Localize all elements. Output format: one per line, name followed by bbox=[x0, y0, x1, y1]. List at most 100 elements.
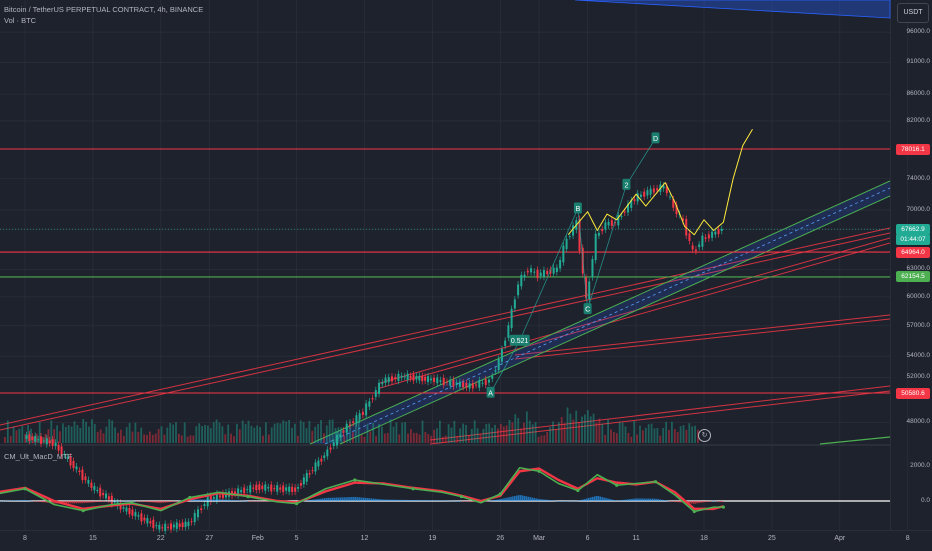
volume-bar bbox=[56, 425, 58, 443]
time-tick-label: 18 bbox=[700, 535, 708, 542]
macd-histogram-bar bbox=[462, 501, 464, 502]
macd-histogram-bar bbox=[25, 500, 27, 501]
volume-bar bbox=[126, 427, 128, 443]
macd-histogram-bar bbox=[264, 501, 266, 502]
macd-histogram-bar bbox=[221, 500, 223, 501]
pattern-point-label: D bbox=[653, 136, 658, 143]
macd-histogram-bar bbox=[334, 498, 336, 501]
macd-histogram-bar bbox=[347, 497, 349, 501]
macd-histogram-bar bbox=[111, 501, 113, 502]
trend-channel-blue bbox=[575, 0, 890, 18]
candle-body bbox=[524, 275, 526, 278]
volume-bar bbox=[143, 434, 145, 443]
macd-histogram-bar bbox=[615, 500, 617, 501]
macd-histogram-bar bbox=[433, 500, 435, 501]
candle-body bbox=[504, 341, 506, 346]
chart-title[interactable]: Bitcoin / TetherUS PERPETUAL CONTRACT, 4… bbox=[4, 5, 203, 14]
macd-histogram-bar bbox=[209, 499, 211, 501]
volume-bar bbox=[71, 427, 73, 443]
volume-bar bbox=[375, 436, 377, 443]
macd-histogram-bar bbox=[256, 501, 258, 502]
macd-histogram-bar bbox=[512, 496, 514, 501]
macd-histogram-bar bbox=[254, 501, 256, 502]
macd-histogram-bar bbox=[634, 498, 636, 501]
macd-histogram-bar bbox=[613, 500, 615, 501]
candle-body bbox=[267, 487, 269, 488]
currency-button[interactable]: USDT bbox=[897, 3, 929, 23]
macd-histogram-bar bbox=[419, 500, 421, 501]
volume-bar bbox=[108, 419, 110, 443]
macd-histogram-bar bbox=[359, 497, 361, 501]
macd-histogram-bar bbox=[91, 501, 93, 503]
volume-bar bbox=[120, 430, 122, 443]
volume-legend[interactable]: Vol · BTC bbox=[4, 16, 36, 25]
candle-body bbox=[501, 349, 503, 362]
price-level-badge: 78016.1 bbox=[896, 144, 930, 155]
candle-body bbox=[439, 380, 441, 382]
volume-bar bbox=[683, 425, 685, 443]
candle-body bbox=[276, 485, 278, 491]
volume-bar bbox=[509, 420, 511, 443]
macd-histogram-bar bbox=[328, 498, 330, 501]
volume-bar bbox=[303, 422, 305, 443]
macd-histogram-bar bbox=[369, 498, 371, 501]
candle-body bbox=[491, 376, 493, 379]
macd-histogram-bar bbox=[450, 501, 452, 502]
macd-histogram-bar bbox=[159, 501, 161, 503]
candle-body bbox=[243, 487, 245, 493]
candle-body bbox=[721, 229, 723, 231]
volume-bar bbox=[651, 424, 653, 443]
macd-histogram-bar bbox=[126, 501, 128, 502]
candle-body bbox=[656, 188, 658, 190]
macd-histogram-bar bbox=[435, 500, 437, 501]
time-tick-label: 5 bbox=[295, 535, 299, 542]
candle-body bbox=[152, 520, 154, 528]
trendline-red bbox=[430, 386, 890, 440]
macd-histogram-bar bbox=[722, 501, 724, 502]
candle-body bbox=[333, 443, 335, 446]
macd-histogram-bar bbox=[454, 501, 456, 502]
candle-body bbox=[688, 233, 690, 241]
volume-bar bbox=[471, 429, 473, 443]
volume-bar bbox=[436, 428, 438, 443]
macd-histogram-bar bbox=[237, 500, 239, 501]
candle-body bbox=[556, 268, 558, 272]
indicator-legend[interactable]: CM_Ult_MacD_MTF bbox=[4, 452, 72, 461]
macd-histogram-bar bbox=[708, 501, 710, 502]
macd-histogram-bar bbox=[559, 501, 561, 502]
volume-bar bbox=[378, 424, 380, 443]
volume-bar bbox=[665, 422, 667, 443]
macd-histogram-bar bbox=[258, 501, 260, 502]
volume-bar bbox=[483, 429, 485, 443]
volume-bar bbox=[79, 428, 81, 443]
trendline-red bbox=[380, 243, 890, 388]
macd-histogram-bar bbox=[99, 501, 101, 502]
macd-histogram-bar bbox=[107, 501, 109, 502]
volume-bar bbox=[161, 426, 163, 443]
candle-body bbox=[149, 521, 151, 523]
volume-bar bbox=[259, 427, 261, 443]
candle-body bbox=[611, 220, 613, 226]
candle-body bbox=[108, 496, 110, 500]
candle-body bbox=[566, 239, 568, 249]
macd-histogram-bar bbox=[390, 500, 392, 501]
volume-bar bbox=[503, 427, 505, 443]
replay-icon[interactable]: ↻ bbox=[698, 429, 711, 442]
candle-body bbox=[375, 390, 377, 397]
macd-histogram-bar bbox=[79, 501, 81, 503]
macd-histogram-bar bbox=[469, 501, 471, 502]
volume-bar bbox=[282, 420, 284, 443]
candle-body bbox=[273, 488, 275, 489]
macd-histogram-bar bbox=[605, 498, 607, 501]
macd-histogram-bar bbox=[588, 498, 590, 501]
macd-histogram-bar bbox=[714, 501, 716, 502]
volume-bar bbox=[422, 420, 424, 443]
volume-bar bbox=[619, 422, 621, 443]
macd-histogram-bar bbox=[712, 501, 714, 502]
macd-histogram-bar bbox=[456, 501, 458, 502]
macd-histogram-bar bbox=[630, 499, 632, 501]
candle-body bbox=[452, 380, 454, 387]
macd-histogram-bar bbox=[332, 498, 334, 501]
volume-bar bbox=[445, 436, 447, 443]
macd-histogram-bar bbox=[145, 501, 147, 502]
